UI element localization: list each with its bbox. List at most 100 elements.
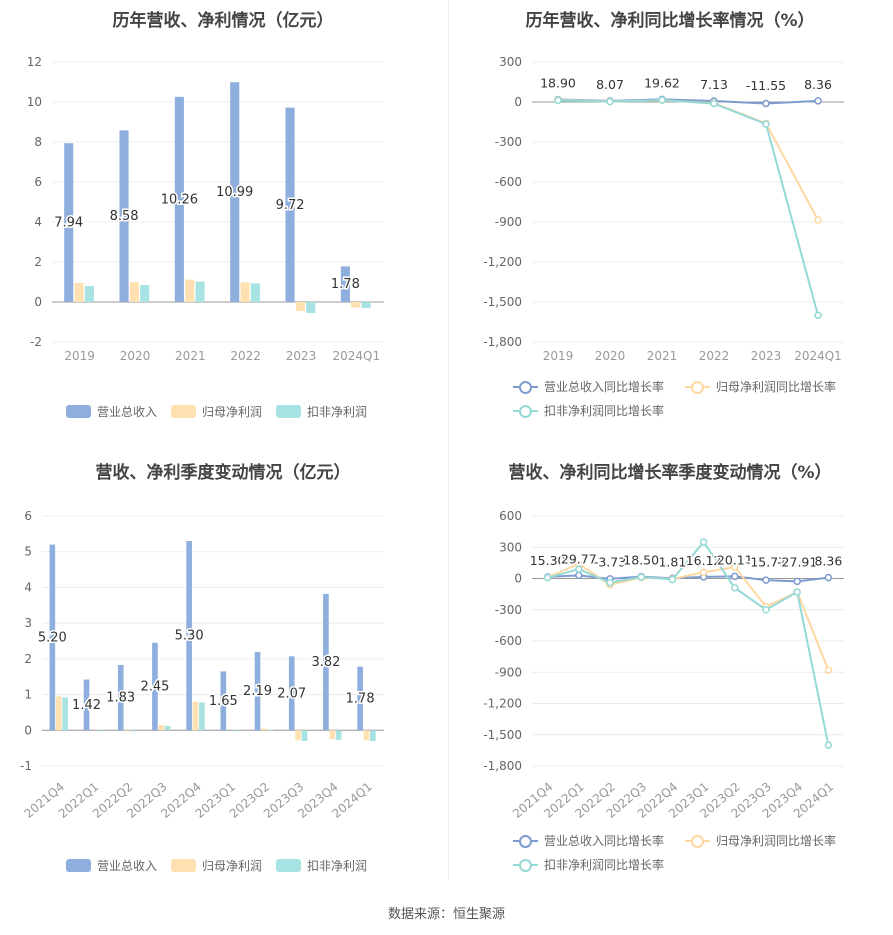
bar-deducted-profit (140, 285, 150, 302)
bar-net-profit (261, 728, 267, 731)
data-point (814, 311, 822, 320)
y-tick-label: -600 (495, 634, 522, 648)
bar-deducted-profit (96, 730, 103, 732)
data-label: 7.13 (700, 77, 728, 92)
data-label: 10.99 (216, 185, 253, 200)
bar-deducted-profit (62, 697, 68, 731)
data-point (814, 216, 822, 224)
y-tick-label: -900 (495, 215, 522, 229)
bar-revenue (152, 642, 158, 731)
bar-deducted-profit (370, 730, 376, 741)
data-label: 19.62 (644, 75, 680, 90)
annual-revenue-profit-chart: 历年营收、净利情况（亿元） -2 0 2 4 6 8 10 12 2019 2020 2021 202… (0, 0, 446, 450)
data-point (668, 575, 677, 584)
y-tick-label: 300 (499, 540, 522, 554)
data-point (762, 99, 770, 108)
bar-net-profit (74, 283, 84, 302)
bar-deducted-profit (84, 286, 94, 302)
bar-deducted-profit (306, 302, 316, 313)
data-point (793, 577, 801, 586)
data-point (824, 741, 833, 749)
bar-revenue (174, 96, 184, 302)
data-label: 1.83 (106, 691, 135, 706)
data-label: 18.50 (623, 553, 659, 568)
data-point (762, 120, 770, 128)
legend-item-deducted-growth[interactable]: 扣非净利润同比增长率 (513, 402, 664, 419)
x-tick-label: 2022 (230, 349, 261, 363)
chart-title: 历年营收、净利同比增长率情况（%） (525, 11, 815, 31)
data-point (762, 576, 770, 584)
data-point (637, 573, 645, 581)
data-label: 1.65 (209, 694, 238, 709)
bar-revenue (119, 130, 129, 302)
panel-divider (448, 0, 449, 880)
data-point (731, 563, 739, 571)
bar-net-profit (192, 701, 199, 731)
legend-item-net-growth[interactable]: 归母净利润同比增长率 (685, 378, 836, 395)
data-label: 5.20 (38, 630, 67, 645)
y-tick-label: 3 (24, 616, 32, 630)
data-label: 2.45 (140, 680, 169, 695)
data-label: 5.30 (175, 629, 204, 644)
data-label: 8.36 (814, 554, 842, 569)
y-tick-label: -1,800 (483, 335, 522, 349)
data-point (699, 538, 708, 546)
bar-deducted-profit (233, 730, 239, 732)
bar-revenue (357, 666, 363, 731)
data-label: 20.11 (717, 552, 753, 567)
legend-item-revenue[interactable]: 营业总收入 (66, 403, 157, 420)
legend-item-deducted-profit[interactable]: 扣非净利润 (276, 857, 367, 874)
legend-item-deducted-growth[interactable]: 扣非净利润同比增长率 (513, 856, 664, 873)
legend-item-revenue[interactable]: 营业总收入 (66, 857, 157, 874)
data-point (554, 96, 562, 105)
y-tick-label: -600 (495, 175, 522, 189)
data-label: 8.36 (804, 77, 832, 92)
data-label: -15.77 (746, 555, 786, 570)
chart-title: 营收、净利同比增长率季度变动情况（%） (508, 463, 832, 483)
bar-deducted-profit (250, 283, 260, 302)
bar-revenue (49, 544, 56, 731)
y-tick-label: -1,200 (483, 697, 522, 711)
y-tick-label: 0 (34, 295, 42, 309)
bar-deducted-profit (361, 302, 371, 308)
y-tick-label: 4 (34, 215, 42, 229)
data-point (731, 584, 739, 592)
data-point (814, 97, 822, 105)
data-label: 1.78 (331, 277, 360, 292)
y-tick-label: -2 (30, 335, 42, 349)
bar-deducted-profit (199, 702, 205, 731)
bar-revenue (220, 671, 227, 731)
data-point (606, 97, 614, 106)
bar-revenue (83, 679, 90, 731)
data-label: 1.81 (658, 554, 686, 569)
x-tick-label: 2020 (120, 349, 151, 363)
bar-net-profit (240, 282, 250, 302)
legend-item-net-growth[interactable]: 归母净利润同比增长率 (685, 832, 836, 849)
y-tick-label: 8 (34, 135, 42, 149)
data-point (658, 96, 666, 104)
data-point (575, 565, 583, 573)
bar-deducted-profit (130, 730, 137, 732)
data-point (762, 606, 770, 614)
chart-canvas: 6003000-300-600-900-1,200-1,500-1,800202… (483, 509, 844, 821)
x-tick-label: 2022 (699, 349, 730, 363)
legend-item-net-profit[interactable]: 归母净利润 (171, 857, 262, 874)
legend-item-deducted-profit[interactable]: 扣非净利润 (276, 403, 367, 420)
bar-net-profit (185, 279, 195, 302)
bar-deducted-profit (301, 730, 308, 741)
y-tick-label: 300 (499, 55, 522, 69)
legend-item-net-profit[interactable]: 归母净利润 (171, 403, 262, 420)
bar-deducted-profit (267, 729, 274, 731)
y-tick-label: 6 (34, 175, 42, 189)
bar-revenue (117, 664, 124, 731)
legend-item-revenue-growth[interactable]: 营业总收入同比增长率 (513, 832, 664, 849)
bar-revenue (323, 593, 329, 731)
quarterly-revenue-profit-chart: 营收、净利季度变动情况（亿元） -1 0 1 2 3 4 5 6 2021Q4 2022Q1 202… (0, 452, 446, 902)
bar-revenue (254, 652, 261, 731)
chart-canvas: 300 0 -300 -600 -900 -1,200 -1,500 -1,800 2019 20… (483, 55, 844, 363)
y-tick-label: 2 (34, 255, 42, 269)
legend-item-revenue-growth[interactable]: 营业总收入同比增长率 (513, 378, 664, 395)
y-tick-label: 0 (514, 572, 522, 586)
series-line-deducted (547, 540, 830, 746)
quarterly-growth-chart: 营收、净利同比增长率季度变动情况（%） 600 300 0 -300 -600 -900 -… (447, 452, 893, 902)
